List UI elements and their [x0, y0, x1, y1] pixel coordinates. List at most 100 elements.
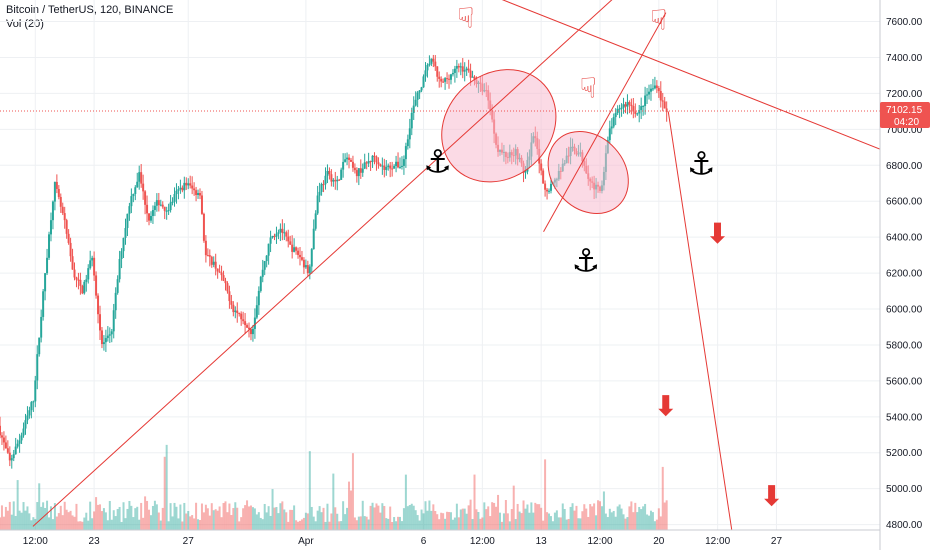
volume-bar: [65, 509, 68, 530]
candle: [657, 85, 660, 98]
candle-body: [149, 215, 152, 221]
volume-bar: [363, 516, 366, 530]
candle: [332, 178, 335, 187]
candle-body: [16, 443, 19, 447]
volume-bar: [436, 514, 439, 530]
candle-body: [4, 442, 7, 449]
candle-body: [548, 190, 551, 192]
volume-bar: [81, 521, 84, 530]
candle: [426, 63, 429, 78]
volume-bar: [551, 521, 554, 530]
candle-body: [381, 165, 384, 167]
volume-bar: [377, 505, 380, 530]
candle: [159, 199, 162, 207]
candle: [434, 55, 437, 71]
volume-bar: [110, 519, 113, 530]
volume-bar: [28, 513, 31, 530]
candle-body: [249, 329, 252, 335]
candle: [118, 250, 121, 283]
candle: [100, 326, 103, 349]
candle: [412, 96, 415, 120]
candle-body: [212, 261, 215, 265]
candle-body: [202, 213, 205, 241]
candle: [638, 104, 641, 123]
candle-body: [200, 195, 203, 214]
candle-body: [128, 206, 131, 214]
candle-body: [10, 458, 13, 461]
candle-body: [355, 170, 358, 177]
volume-bar: [589, 504, 592, 530]
candle-body: [144, 191, 147, 205]
volume-bar: [546, 512, 549, 530]
candle: [632, 98, 635, 119]
candle-body: [89, 260, 92, 269]
candle-body: [657, 88, 660, 92]
volume-bar: [191, 515, 194, 530]
candle: [371, 155, 374, 168]
volume-bar: [371, 502, 374, 530]
candle: [436, 66, 439, 82]
candle: [214, 253, 217, 276]
candle: [55, 174, 58, 194]
volume-bar: [385, 518, 388, 530]
volume-bar: [353, 517, 356, 530]
candle-body: [449, 74, 452, 80]
candle: [644, 86, 647, 115]
volume-bar: [59, 505, 62, 530]
trendline: [501, 0, 880, 150]
candle-body: [308, 266, 311, 274]
trendline: [32, 0, 613, 527]
volume-bar: [49, 506, 52, 530]
volume-bar: [200, 503, 203, 530]
volume-bar: [75, 503, 78, 530]
candle: [624, 101, 627, 114]
candle-body: [610, 126, 613, 129]
candle: [453, 65, 456, 83]
candle-body: [410, 112, 413, 129]
volume-bar: [438, 519, 441, 530]
candle: [4, 435, 7, 449]
candle-body: [636, 113, 639, 115]
chart-title: Bitcoin / TetherUS, 120, BINANCE: [6, 4, 174, 16]
volume-bar: [587, 516, 590, 530]
volume-bar: [573, 510, 576, 530]
volume-bar: [318, 506, 321, 530]
candle: [420, 86, 423, 93]
candle: [285, 230, 288, 242]
candle: [157, 192, 160, 212]
candle-body: [120, 251, 123, 259]
candle-body: [222, 275, 225, 281]
candle-body: [300, 257, 303, 260]
highlight-ellipse: [547, 130, 629, 214]
candle-body: [0, 425, 1, 436]
candle-body: [75, 277, 78, 280]
candle: [112, 303, 115, 339]
volume-bar: [665, 500, 668, 530]
candle: [206, 248, 209, 257]
volume-bar: [277, 513, 280, 530]
candle-body: [344, 159, 347, 162]
y-tick-label: 7000.00: [886, 125, 923, 136]
volume-bar: [248, 506, 251, 530]
candle-body: [471, 76, 474, 78]
volume-bar: [608, 508, 611, 530]
candle: [618, 104, 621, 119]
volume-bar: [263, 503, 266, 530]
candle: [400, 156, 403, 170]
anchor-icon: ⚓: [423, 143, 452, 181]
candle: [20, 432, 23, 444]
candle-body: [422, 76, 425, 88]
volume-bar: [8, 501, 11, 530]
candle: [544, 180, 547, 197]
candle: [344, 153, 347, 163]
candle-body: [426, 65, 429, 71]
volume-bar: [308, 451, 311, 530]
candle-body: [30, 402, 33, 411]
candle: [649, 84, 652, 101]
candle: [375, 155, 378, 171]
volume-bar: [259, 517, 262, 530]
candle-body: [265, 255, 268, 262]
candle: [269, 230, 272, 253]
candle-body: [353, 167, 356, 171]
